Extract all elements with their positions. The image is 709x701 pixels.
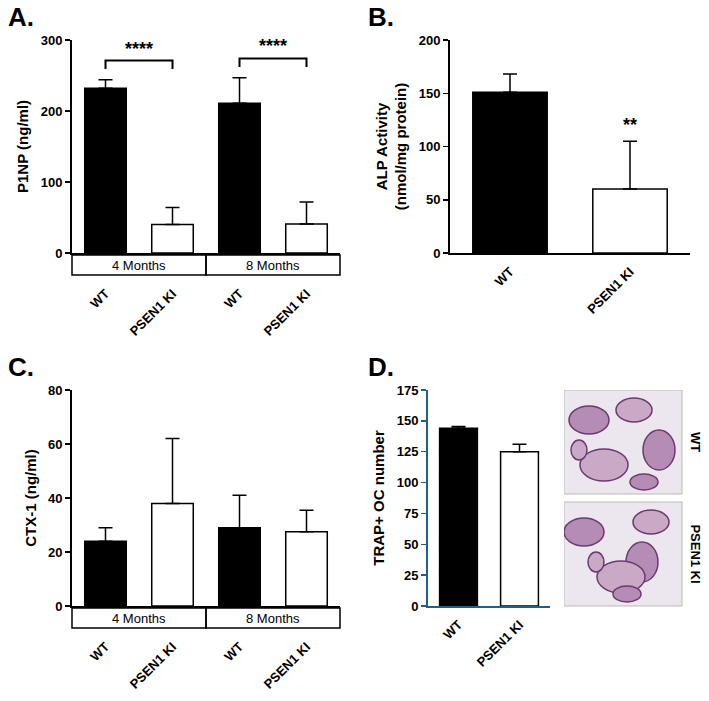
- svg-text:100: 100: [419, 139, 441, 154]
- svg-text:300: 300: [41, 33, 63, 48]
- svg-text:125: 125: [397, 444, 419, 459]
- html-text:D.: D.: [368, 352, 394, 382]
- html-text:B.: B.: [368, 2, 394, 32]
- svg-text:20: 20: [48, 545, 62, 560]
- svg-text:PSEN1 KI: PSEN1 KI: [127, 639, 180, 692]
- svg-text:WT: WT: [492, 264, 517, 289]
- svg-text:**: **: [623, 115, 637, 135]
- svg-text:25: 25: [404, 568, 418, 583]
- svg-text:0: 0: [433, 246, 440, 261]
- svg-text:WT: WT: [440, 617, 465, 642]
- svg-text:50: 50: [404, 537, 418, 552]
- svg-text:50: 50: [426, 192, 440, 207]
- svg-text:150: 150: [419, 86, 441, 101]
- svg-text:8 Months: 8 Months: [246, 258, 300, 273]
- svg-text:100: 100: [41, 175, 63, 190]
- html-text:C.: C.: [8, 352, 34, 382]
- svg-text:****: ****: [125, 39, 153, 59]
- html-text:A.: A.: [8, 2, 34, 32]
- svg-text:PSEN1 KI: PSEN1 KI: [688, 524, 703, 583]
- svg-text:75: 75: [404, 506, 418, 521]
- svg-text:200: 200: [419, 33, 441, 48]
- svg-text:PSEN1 KI: PSEN1 KI: [474, 617, 527, 670]
- svg-text:WT: WT: [221, 286, 246, 311]
- svg-text:80: 80: [48, 383, 62, 398]
- svg-text:WT: WT: [688, 432, 703, 452]
- svg-text:****: ****: [259, 36, 287, 56]
- svg-text:PSEN1 KI: PSEN1 KI: [584, 264, 637, 317]
- svg-text:0: 0: [411, 599, 418, 614]
- svg-text:0: 0: [55, 246, 62, 261]
- svg-text:4 Months: 4 Months: [112, 258, 166, 273]
- svg-text:TRAP+ OC number: TRAP+ OC number: [370, 430, 387, 566]
- svg-text:P1NP (ng/ml): P1NP (ng/ml): [14, 100, 31, 193]
- svg-text:200: 200: [41, 104, 63, 119]
- svg-text:ALP Activity(nmol/mg protein): ALP Activity(nmol/mg protein): [373, 83, 410, 211]
- svg-text:175: 175: [397, 383, 419, 398]
- svg-text:8 Months: 8 Months: [246, 611, 300, 626]
- svg-text:WT: WT: [87, 286, 112, 311]
- svg-text:40: 40: [48, 491, 62, 506]
- svg-text:100: 100: [397, 475, 419, 490]
- svg-text:60: 60: [48, 437, 62, 452]
- svg-text:PSEN1 KI: PSEN1 KI: [127, 286, 180, 339]
- svg-text:WT: WT: [221, 639, 246, 664]
- svg-text:PSEN1 KI: PSEN1 KI: [261, 639, 314, 692]
- svg-text:4 Months: 4 Months: [112, 611, 166, 626]
- svg-text:CTX-1 (ng/ml): CTX-1 (ng/ml): [22, 449, 39, 547]
- svg-text:150: 150: [397, 413, 419, 428]
- svg-text:WT: WT: [87, 639, 112, 664]
- svg-text:0: 0: [55, 599, 62, 614]
- svg-text:PSEN1 KI: PSEN1 KI: [261, 286, 314, 339]
